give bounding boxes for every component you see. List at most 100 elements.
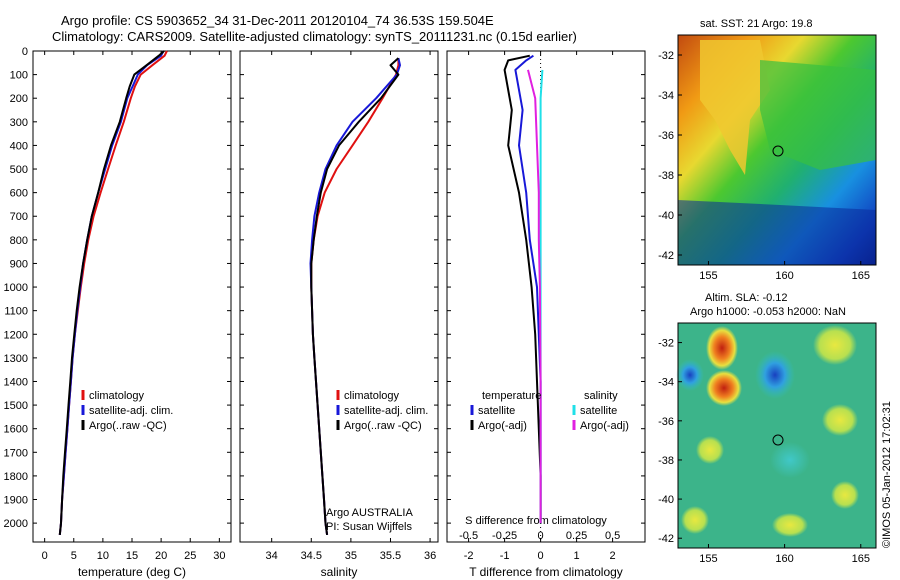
temperature-xtick-label: 25 [184,550,196,562]
difference-xtick-label: 1 [574,550,580,562]
salinity-diff-tick-label: 0 [538,530,544,542]
sla-argo-marker [772,434,784,446]
imos-credit: ©IMOS 05-Jan-2012 17:02:31 [881,401,893,548]
sst-map-ytick-label: -40 [658,210,674,222]
sla-map-xtick-label: 160 [775,553,793,565]
temperature-chart: 0 5 10 15 20 25 30 temperature (deg C) climatolo… [33,50,231,579]
difference-series-temperature-argo-adj [503,54,542,524]
difference-xlabel: T difference from climatology [469,565,623,579]
temperature-legend-label: satellite-adj. clim. [89,405,173,417]
difference-xtick-label: -1 [500,550,510,562]
depth-tick-label: 1100 [4,306,28,318]
sst-map-xtick-label: 155 [699,270,717,282]
salinity-diff-tick-label: -0.5 [459,530,478,542]
difference-legend-heading: temperature [482,390,541,402]
sla-map: Altim. SLA: -0.12 Argo h1000: -0.053 h20… [676,292,877,549]
depth-tick-label: 1800 [4,471,28,483]
salinity-plot-frame [239,50,439,543]
sla-anomaly-low-1 [676,359,704,391]
salinity-annotation: Argo AUSTRALIA [326,507,413,519]
salinity-series-satellite-adj-clim [309,57,401,536]
depth-tick-label: 400 [10,140,28,152]
temperature-series-argo-raw-qc [58,50,165,536]
difference-top-axis-label: S difference from climatology [465,515,607,527]
sla-map-title-1: Altim. SLA: -0.12 [705,292,788,304]
sla-anomaly-high-7 [772,513,808,537]
depth-tick-label: 2000 [4,518,28,530]
salinity-annotation: PI: Susan Wijffels [326,521,412,533]
difference-legend-heading: salinity [584,390,618,402]
temperature-xtick-label: 20 [155,550,167,562]
sst-map-green-band [760,60,876,170]
difference-chart: -2 -1 0 1 2 T difference from climatology S di… [447,50,645,579]
sst-map-ytick-label: -32 [658,50,674,62]
depth-tick-label: 1200 [4,329,28,341]
sla-anomaly-low-2 [755,351,795,399]
sla-map-ytick-label: -32 [658,338,674,350]
sla-map-title-2: Argo h1000: -0.053 h2000: NaN [690,306,846,318]
depth-tick-label: 500 [10,164,28,176]
temperature-xtick-label: 10 [97,550,109,562]
sla-anomaly-high-6 [681,506,709,534]
salinity-xtick-label: 35.5 [380,550,401,562]
difference-xtick-label: 2 [610,550,616,562]
sst-map-cold-south [678,200,876,265]
salinity-series-argo-raw-qc [310,57,400,536]
depth-tick-label: 1700 [4,447,28,459]
difference-legend-label: Argo(-adj) [580,420,629,432]
difference-xtick-label: -2 [464,550,474,562]
sst-map-title: sat. SST: 21 Argo: 19.8 [700,18,813,30]
difference-series-salinity-argo-adj [527,69,542,524]
sla-map-xtick-label: 165 [852,553,870,565]
temperature-xtick-label: 0 [42,550,48,562]
sst-map-xtick-label: 160 [775,270,793,282]
salinity-xtick-label: 36 [424,550,436,562]
difference-xtick-label: 0 [538,550,544,562]
sla-map-xtick-label: 155 [699,553,717,565]
difference-legend-label: satellite [478,405,515,417]
sst-map-ytick-label: -42 [658,250,674,262]
title-line-1: Argo profile: CS 5903652_34 31-Dec-2011 … [61,13,494,28]
difference-legend-label: satellite [580,405,617,417]
sla-anomaly-mid [770,442,810,478]
sla-anomaly-high-3 [813,325,857,365]
difference-plot-frame [446,50,646,543]
salinity-diff-tick-label: -0.25 [492,530,517,542]
sla-map-ytick-label: -40 [658,494,674,506]
sla-map-ytick-label: -38 [658,455,674,467]
sla-map-ytick-label: -36 [658,416,674,428]
sla-map-ytick-label: -42 [658,533,674,545]
sst-argo-marker [772,145,784,157]
salinity-xtick-label: 35 [345,550,357,562]
depth-tick-label: 300 [10,117,28,129]
sla-anomaly-high-4 [696,436,724,464]
temperature-xtick-label: 30 [213,550,225,562]
depth-tick-label: 700 [10,211,28,223]
depth-tick-label: 1600 [4,424,28,436]
sla-anomaly-high-8 [831,481,859,509]
temperature-legend-label: Argo(..raw -QC) [89,420,167,432]
salinity-xlabel: salinity [321,565,358,579]
depth-tick-label: 100 [10,70,28,82]
sla-map-ytick-label: -34 [658,377,674,389]
sla-anomaly-high-1 [706,326,738,370]
temperature-xtick-label: 15 [126,550,138,562]
sla-anomaly-high-5 [822,404,858,436]
depth-tick-label: 1400 [4,376,28,388]
salinity-xtick-label: 34.5 [301,550,322,562]
temperature-xlabel: temperature (deg C) [78,565,186,579]
sst-map-ytick-label: -36 [658,130,674,142]
depth-tick-label: 600 [10,188,28,200]
salinity-chart: 34 34.5 35 35.5 36 salinity climatology satelli… [240,50,438,579]
depth-tick-label: 1900 [4,495,28,507]
salinity-diff-tick-label: 0.25 [566,530,587,542]
temperature-legend-label: climatology [89,390,145,402]
sst-map-ytick-label: -38 [658,170,674,182]
temperature-xtick-label: 5 [71,550,77,562]
salinity-legend-label: Argo(..raw -QC) [344,420,422,432]
sst-map: sat. SST: 21 Argo: 19.8 [677,18,877,266]
depth-tick-label: 800 [10,235,28,247]
salinity-legend-label: climatology [344,390,400,402]
depth-tick-label: 200 [10,93,28,105]
